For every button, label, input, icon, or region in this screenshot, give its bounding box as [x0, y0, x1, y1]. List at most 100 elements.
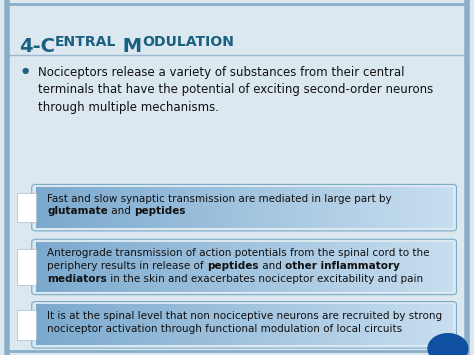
Bar	[88, 304, 93, 345]
Text: It is at the spinal level that non nociceptive neurons are recruited by strong: It is at the spinal level that non nocic…	[47, 311, 443, 321]
Bar	[348, 304, 354, 345]
Bar	[380, 242, 385, 292]
Bar	[93, 242, 98, 292]
Bar	[218, 304, 223, 345]
Bar	[307, 304, 312, 345]
Bar	[307, 242, 312, 292]
Bar	[62, 242, 67, 292]
Bar	[119, 304, 124, 345]
Bar	[17, 193, 36, 222]
Bar	[437, 187, 442, 228]
Bar	[286, 187, 291, 228]
Bar	[338, 242, 343, 292]
Bar	[114, 242, 119, 292]
Bar	[374, 242, 380, 292]
Bar	[192, 187, 197, 228]
Bar	[182, 187, 187, 228]
Bar	[93, 304, 98, 345]
Bar	[129, 187, 135, 228]
Bar	[333, 187, 338, 228]
Bar	[447, 304, 453, 345]
Bar	[312, 304, 317, 345]
Bar	[255, 304, 260, 345]
Bar	[56, 242, 62, 292]
Bar	[317, 242, 322, 292]
Bar	[421, 242, 427, 292]
Bar	[82, 187, 88, 228]
Bar	[427, 304, 432, 345]
Bar	[354, 242, 359, 292]
Bar	[249, 304, 255, 345]
Bar	[140, 304, 145, 345]
Bar	[124, 242, 129, 292]
Bar	[395, 187, 401, 228]
Bar	[150, 304, 155, 345]
Bar	[395, 242, 401, 292]
Bar	[239, 304, 244, 345]
Text: periphery results in release of: periphery results in release of	[47, 261, 207, 271]
Bar	[140, 242, 145, 292]
Text: in the skin and exacerbates nociceptor excitability and pain: in the skin and exacerbates nociceptor e…	[107, 274, 423, 284]
Bar	[182, 242, 187, 292]
Bar	[364, 304, 369, 345]
Bar	[88, 187, 93, 228]
Bar	[98, 304, 103, 345]
Bar	[192, 242, 197, 292]
Bar	[411, 187, 416, 228]
Bar	[239, 187, 244, 228]
Bar	[192, 304, 197, 345]
Bar	[416, 304, 421, 345]
Bar	[348, 242, 354, 292]
Bar	[77, 242, 82, 292]
Bar	[228, 242, 234, 292]
Bar	[447, 242, 453, 292]
Bar	[208, 187, 213, 228]
Bar	[343, 187, 348, 228]
Bar	[82, 242, 88, 292]
Bar	[187, 242, 192, 292]
Bar	[41, 187, 46, 228]
Bar	[270, 304, 275, 345]
Bar	[275, 242, 281, 292]
Text: glutamate: glutamate	[47, 207, 108, 217]
Bar	[41, 242, 46, 292]
Bar	[124, 187, 129, 228]
Bar	[41, 304, 46, 345]
Bar	[129, 242, 135, 292]
Text: other inflammatory: other inflammatory	[285, 261, 400, 271]
Bar	[155, 187, 161, 228]
Bar	[72, 187, 77, 228]
Bar	[109, 304, 114, 345]
Bar	[380, 304, 385, 345]
Bar	[390, 242, 395, 292]
Bar	[161, 304, 166, 345]
Bar	[281, 304, 286, 345]
Bar	[416, 187, 421, 228]
Bar	[265, 242, 270, 292]
Bar	[322, 242, 328, 292]
Text: Fast and slow synaptic transmission are mediated in large part by: Fast and slow synaptic transmission are …	[47, 194, 392, 204]
Bar	[385, 187, 390, 228]
Bar	[390, 304, 395, 345]
Bar	[255, 187, 260, 228]
Bar	[296, 242, 301, 292]
Bar	[354, 304, 359, 345]
Bar	[255, 242, 260, 292]
Bar	[401, 242, 406, 292]
Text: and: and	[259, 261, 285, 271]
Bar	[166, 304, 171, 345]
Bar	[421, 187, 427, 228]
Bar	[98, 242, 103, 292]
Bar	[343, 304, 348, 345]
Bar	[67, 187, 72, 228]
Bar	[432, 187, 437, 228]
Bar	[328, 304, 333, 345]
Bar	[187, 187, 192, 228]
Bar	[67, 304, 72, 345]
Bar	[155, 242, 161, 292]
Bar	[77, 187, 82, 228]
Bar	[281, 242, 286, 292]
Bar	[176, 304, 182, 345]
Text: Nociceptors release a variety of substances from their central
terminals that ha: Nociceptors release a variety of substan…	[38, 66, 433, 114]
Bar	[385, 242, 390, 292]
